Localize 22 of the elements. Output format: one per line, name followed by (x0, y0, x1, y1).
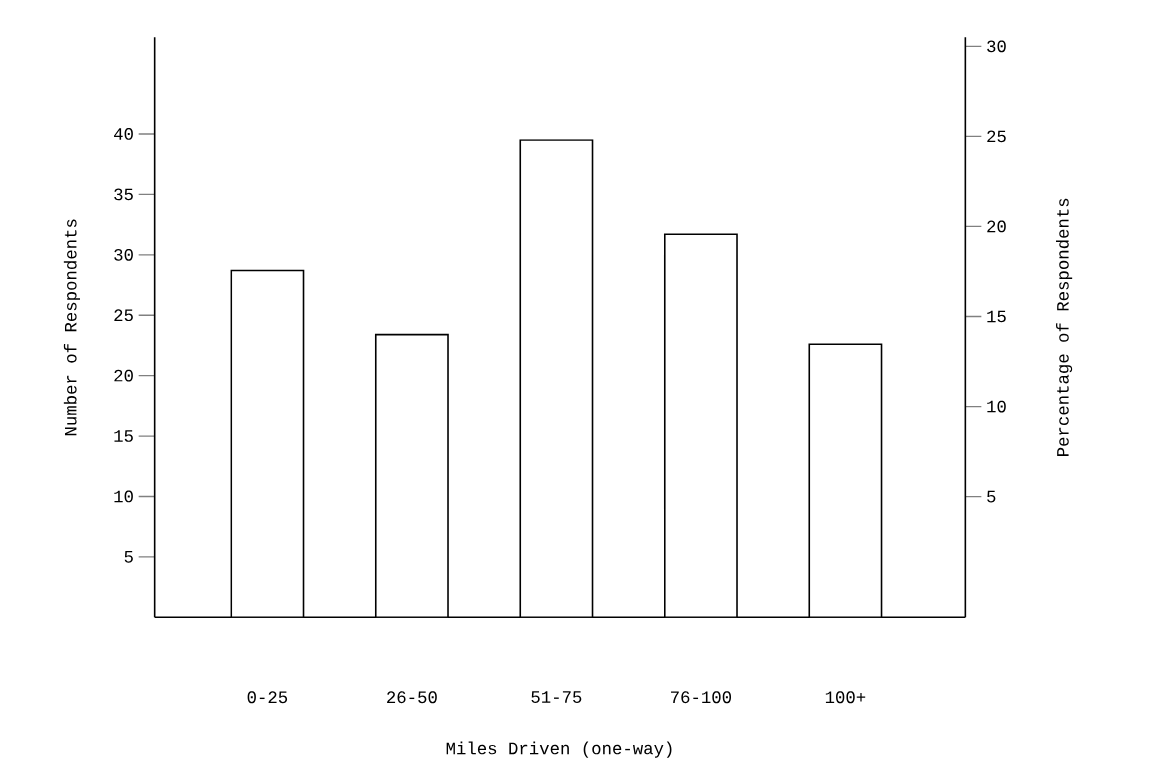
x-tick-label: 0-25 (247, 691, 288, 704)
x-tick-label: 100+ (825, 691, 866, 704)
y2-tick-label: 25 (987, 130, 1006, 143)
y-tick-label: 25 (114, 309, 133, 322)
x-tick-label: 26-50 (387, 691, 437, 704)
y2-tick-label: 15 (987, 310, 1006, 323)
y2-tick-label: 10 (987, 400, 1006, 413)
y2-tick-label: 20 (987, 220, 1006, 233)
y-axis-title: Number of Respondents (63, 219, 81, 436)
y-tick-label: 15 (114, 430, 133, 443)
x-tick-label: 76-100 (671, 691, 732, 704)
y-tick-label: 20 (114, 369, 133, 382)
y2-tick-label: 30 (987, 40, 1006, 53)
x-axis-title: Miles Driven (one-way) (446, 741, 672, 758)
y-tick-label: 10 (114, 490, 133, 503)
x-tick-label: 51-75 (531, 691, 582, 704)
y-tick-label: 35 (114, 188, 133, 201)
y-tick-label: 40 (114, 128, 133, 141)
y-tick-label: 30 (114, 249, 133, 261)
y-tick-label: 5 (124, 551, 133, 563)
y2-axis-title: Percentage of Respondents (1056, 198, 1073, 457)
y2-tick-label: 5 (987, 491, 996, 503)
